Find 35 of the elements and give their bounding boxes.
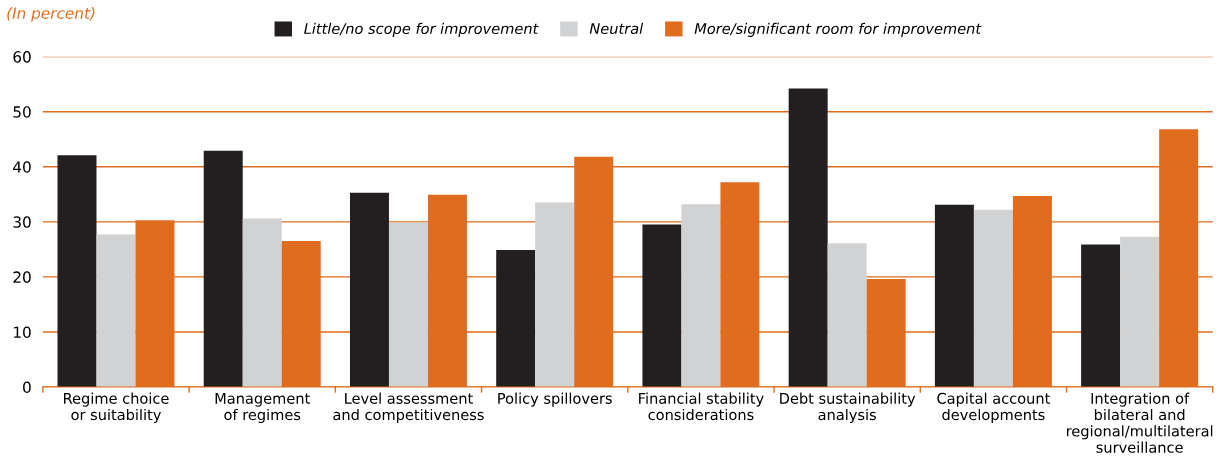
bar <box>788 88 828 388</box>
legend-label: Neutral <box>589 22 644 35</box>
bar <box>934 204 974 388</box>
legend-label: Little/no scope for improvement <box>304 22 539 37</box>
y-tick-label: 10 <box>14 326 31 338</box>
y-tick-label: 20 <box>13 271 31 283</box>
x-tick-label: Policy spillovers <box>498 392 612 407</box>
bar <box>96 234 136 388</box>
chart-subtitle: (In percent) <box>7 7 95 22</box>
x-tick-label: Management of regimes <box>215 393 310 424</box>
x-tick-label: Level assessment and competitiveness <box>333 392 484 424</box>
y-tick-label: 0 <box>23 381 31 394</box>
y-tick-label: 30 <box>13 216 31 228</box>
y-tick-label: 40 <box>13 161 31 173</box>
bar <box>642 224 682 388</box>
bar <box>681 204 721 388</box>
x-tick-label: Regime choice or suitability <box>64 392 169 424</box>
bar <box>57 155 97 388</box>
bar <box>388 222 428 388</box>
bar <box>242 218 282 388</box>
x-tick-label: Capital account developments <box>937 392 1050 424</box>
y-tick-label: 60 <box>13 51 31 63</box>
y-tick-label: 50 <box>13 106 31 118</box>
bar <box>1120 236 1160 388</box>
bar <box>535 202 575 388</box>
legend-label: More/significant room for improvement <box>694 22 982 37</box>
bar <box>203 150 243 388</box>
bar <box>827 243 867 388</box>
x-tick-label: Integration of bilateral and regional/multilateral surveillance <box>1066 392 1213 453</box>
bar <box>496 249 536 388</box>
bar <box>1081 244 1121 388</box>
bar <box>973 209 1013 388</box>
bar <box>349 192 389 388</box>
x-tick-label: Debt sustainability analysis <box>780 392 916 424</box>
x-tick-label: Financial stability considerations <box>639 392 764 421</box>
